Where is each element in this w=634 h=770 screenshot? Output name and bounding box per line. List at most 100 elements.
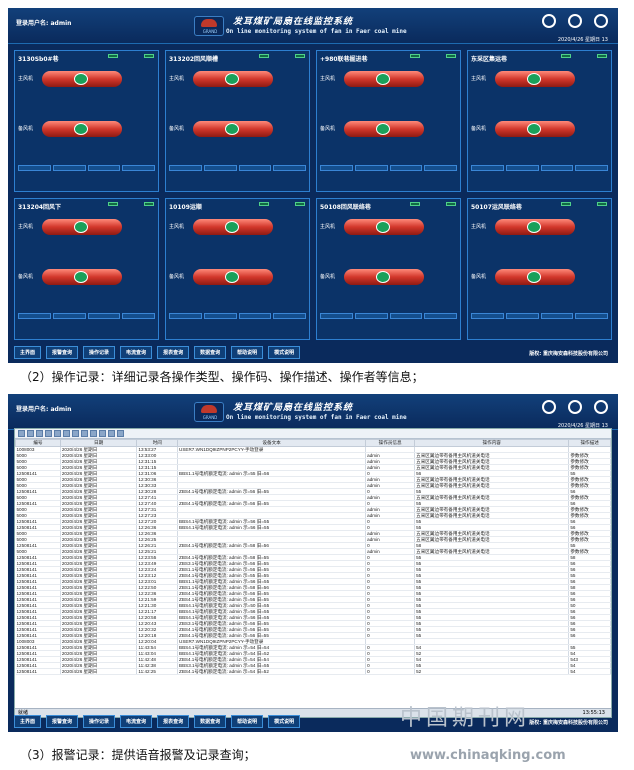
table-row[interactable]: 12508141 2020/4/26 星期日 11:42:48 ZBS4.1号电机额定… [15,656,611,663]
panel-button-main[interactable] [410,54,420,58]
table-row[interactable]: 12508141 2020/4/26 星期日 12:31:06 BBS1.1号电机额定… [15,470,611,477]
open-icon[interactable] [27,430,34,437]
table-row[interactable]: 12508141 2020/4/26 星期日 12:23:12 ZBS4.1号电机额定… [15,572,611,579]
table-row[interactable]: 12508141 2020/4/26 星期日 12:20:43 ZBS3.1号电机额定… [15,620,611,627]
nav-button[interactable]: 模式说明 [268,715,301,728]
panel-button-backup[interactable] [144,202,154,206]
table-row[interactable]: 12508141 2020/4/26 星期日 12:22:50 ZBS1.1号电机额定… [15,584,611,591]
table-row[interactable]: 5000 2020/4/26 星期日 12:33:00 admin 五采区翼边带有备用主… [15,452,611,459]
user-settings-icon[interactable] [542,400,556,414]
nav-button[interactable]: 数据查询 [194,346,227,359]
table-row[interactable]: 5000 2020/4/26 星期日 12:27:23 admin 五采区翼边带有备用主… [15,512,611,519]
nav-button[interactable]: 报警查询 [46,715,79,728]
table-row[interactable]: 12508141 2020/4/26 星期日 12:23:49 ZBS3.1号电机额定… [15,560,611,567]
column-header[interactable]: 操作描述 [568,439,611,447]
nav-button[interactable]: 操作记录 [83,715,116,728]
nav-button[interactable]: 报警查询 [46,346,79,359]
table-row[interactable]: 12508141 2020/4/26 星期日 12:26:36 BBS4.1号电机额定… [15,524,611,531]
power-icon[interactable] [594,14,608,28]
panel-button-main[interactable] [108,54,118,58]
panel-button-main[interactable] [259,202,269,206]
column-header[interactable]: 操作员信息 [365,439,416,447]
first-icon[interactable] [54,430,61,437]
table-row[interactable]: 12508141 2020/4/26 星期日 12:21:17 BBS4.1号电机额定… [15,608,611,615]
panel-button-backup[interactable] [446,202,456,206]
nav-button[interactable]: 报表查询 [157,715,190,728]
print-icon[interactable] [45,430,52,437]
panel-button-main[interactable] [561,54,571,58]
table-row[interactable]: 5000 2020/4/26 星期日 12:30:33 admin 五采区翼边带有备用主… [15,482,611,489]
table-row[interactable]: 12508141 2020/4/26 星期日 12:30:28 ZBS4.1号电机额定… [15,488,611,495]
table-row[interactable]: 12508141 2020/4/26 星期日 11:43:54 BBS4.1号电机额定… [15,644,611,651]
table-row[interactable]: 5000 2020/4/26 星期日 12:25:21 admin 五采区翼边带有备用主… [15,548,611,555]
next-icon[interactable] [72,430,79,437]
table-row[interactable]: 12508141 2020/4/26 星期日 12:27:40 ZBS4.1号电机额定… [15,500,611,507]
table-row[interactable]: 12508141 2020/4/26 星期日 12:26:21 ZBS4.1号电机额定… [15,542,611,549]
fan-status-icon [527,73,541,85]
prev-icon[interactable] [63,430,70,437]
search-icon[interactable] [99,430,106,437]
panel-button-backup[interactable] [295,202,305,206]
table-row[interactable]: 12508141 2020/4/26 星期日 12:23:01 BBS1.1号电机额定… [15,578,611,585]
table-row[interactable]: 12508141 2020/4/26 星期日 12:23:24 ZBS1.1号电机额定… [15,566,611,573]
table-row[interactable]: 1008003 2020/4/26 星期日 13:53:27 USER7.WN1DQ9… [15,446,611,453]
nav-button[interactable]: 报表查询 [157,346,190,359]
panel-button-backup[interactable] [295,54,305,58]
panel-button-main[interactable] [108,202,118,206]
table-row[interactable]: 12508141 2020/4/26 星期日 11:43:04 BBS4.1号电机额定… [15,650,611,657]
nav-button[interactable]: 操作记录 [83,346,116,359]
user-settings-icon[interactable] [542,14,556,28]
panel-button-main[interactable] [410,202,420,206]
nav-button[interactable]: 帮助说明 [231,715,264,728]
table-row[interactable]: 12508141 2020/4/26 星期日 12:20:58 BBS4.1号电机额定… [15,614,611,621]
nav-button[interactable]: 电流查询 [120,346,153,359]
column-header[interactable]: 设备文本 [177,439,367,447]
export-icon[interactable] [108,430,115,437]
table-row[interactable]: 12508141 2020/4/26 星期日 12:21:30 BBS4.1号电机额定… [15,602,611,609]
filter-icon[interactable] [90,430,97,437]
table-row[interactable]: 12508141 2020/4/26 星期日 12:22:36 ZBS4.1号电机额定… [15,590,611,597]
nav-button[interactable]: 模式说明 [268,346,301,359]
help-icon[interactable] [117,430,124,437]
backup-fan-values [471,145,608,163]
table-row[interactable]: 1008003 2020/4/26 星期日 12:20:04 USER7.WN1DQ9… [15,638,611,645]
table-row[interactable]: 12508141 2020/4/26 星期日 12:23:55 ZBS4.1号电机额定… [15,554,611,561]
table-row[interactable]: 5000 2020/4/26 星期日 12:31:15 admin 五采区翼边带有备用主… [15,458,611,465]
panel-controls [18,313,155,319]
panel-button-backup[interactable] [446,54,456,58]
nav-button[interactable]: 主界面 [14,715,42,728]
column-header[interactable]: 时间 [136,439,179,447]
main-fan-values [471,95,608,113]
table-row[interactable]: 12508141 2020/4/26 星期日 11:42:38 BBS3.1号电机额定… [15,662,611,669]
table-cell: 2020/4/26 星期日 [60,554,138,561]
table-row[interactable]: 12508141 2020/4/26 星期日 12:20:32 ZBS4.1号电机额定… [15,626,611,633]
new-icon[interactable] [18,430,25,437]
column-header[interactable]: 编号 [15,439,61,447]
table-row[interactable]: 12508141 2020/4/26 星期日 12:21:59 ZBS4.1号电机额定… [15,596,611,603]
panel-button-backup[interactable] [597,202,607,206]
table-row[interactable]: 5000 2020/4/26 星期日 12:31:15 admin 五采区翼边带有备用主… [15,464,611,471]
nav-button[interactable]: 主界面 [14,346,42,359]
user-icon[interactable] [568,400,582,414]
table-row[interactable]: 5000 2020/4/26 星期日 12:26:36 admin 五采区翼边带有备用主… [15,530,611,537]
last-icon[interactable] [81,430,88,437]
panel-button-backup[interactable] [144,54,154,58]
table-row[interactable]: 12508141 2020/4/26 星期日 12:27:20 BBS4.1号电机额定… [15,518,611,525]
table-row[interactable]: 5000 2020/4/26 星期日 12:27:41 admin 五采区翼边带有备用主… [15,494,611,501]
save-icon[interactable] [36,430,43,437]
panel-button-backup[interactable] [597,54,607,58]
table-row[interactable]: 5000 2020/4/26 星期日 12:27:31 admin 五采区翼边带有备用主… [15,506,611,513]
column-header[interactable]: 日期 [59,439,138,447]
user-icon[interactable] [568,14,582,28]
nav-button[interactable]: 帮助说明 [231,346,264,359]
panel-button-main[interactable] [561,202,571,206]
panel-button-main[interactable] [259,54,269,58]
table-row[interactable]: 5000 2020/4/26 星期日 12:26:25 admin 五采区翼边带有备用主… [15,536,611,543]
nav-button[interactable]: 数据查询 [194,715,227,728]
table-row[interactable]: 5000 2020/4/26 星期日 12:30:36 admin 五采区翼边带有备用主… [15,476,611,483]
table-row[interactable]: 12508141 2020/4/26 星期日 11:42:25 ZBS4.1号电机额定… [15,668,611,675]
power-icon[interactable] [594,400,608,414]
column-header[interactable]: 操作内容 [414,439,570,447]
nav-button[interactable]: 电流查询 [120,715,153,728]
table-row[interactable]: 12508141 2020/4/26 星期日 12:20:18 ZBS4.1号电机额定… [15,632,611,639]
